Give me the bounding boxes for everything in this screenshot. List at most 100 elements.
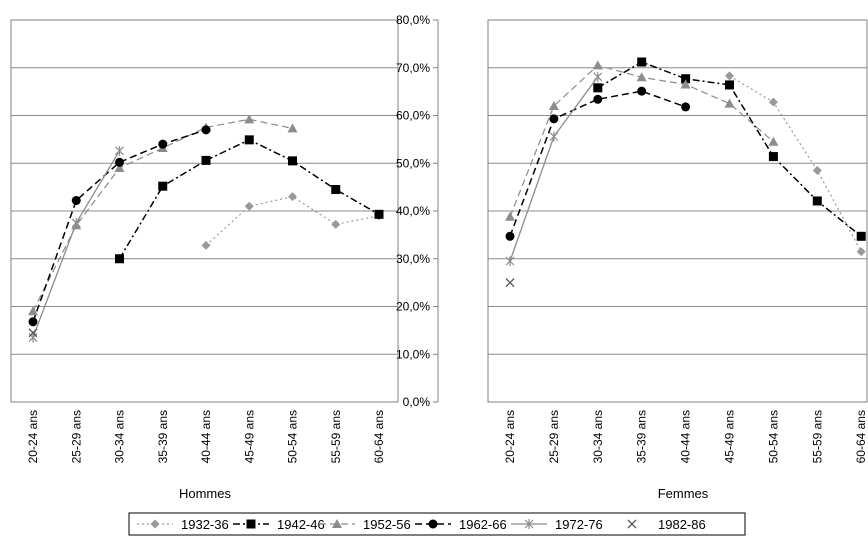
legend: 1932-36 1942-46 1952-56 1962-66 1972-76 1982-… [137, 517, 706, 532]
data-point-1942-46 [288, 156, 297, 166]
data-point-1932-36 [331, 219, 341, 229]
series-line-1942-46-panel-0 [118, 139, 380, 260]
data-point-1952-56 [592, 60, 603, 70]
data-point-1942-46 [244, 135, 254, 145]
series-line-1962-66-panel-0 [32, 129, 207, 323]
series-line-1972-76-panel-0 [32, 150, 121, 338]
legend-label-1932-36: 1932-36 [181, 517, 229, 532]
data-point-1942-46 [768, 152, 778, 162]
data-point-1962-66 [681, 102, 691, 112]
data-point-1962-66 [637, 86, 647, 96]
legend-marker-1952-56 [332, 519, 342, 528]
x-tick-label: 60-64 ans [854, 410, 868, 463]
x-tick-label: 25-29 ans [547, 410, 561, 463]
legend-marker-1982-86 [627, 519, 637, 529]
data-point-1942-46 [593, 83, 603, 93]
series-line-1932-36-panel-0 [205, 196, 380, 246]
data-point-1972-76 [549, 131, 559, 142]
data-point-1942-46 [331, 185, 341, 195]
plot-area-femmes [487, 19, 868, 403]
plot-area-hommes [10, 19, 399, 403]
legend-marker-1932-36 [150, 519, 160, 529]
x-tick-label: 35-39 ans [635, 410, 649, 463]
data-point-1972-76 [593, 71, 603, 82]
data-point-1962-66 [115, 157, 124, 167]
data-point-1982-86 [28, 328, 38, 338]
legend-label-1952-56: 1952-56 [363, 517, 411, 532]
data-point-1932-36 [288, 192, 297, 202]
series-line-1962-66-panel-1 [509, 90, 686, 237]
data-point-1952-56 [287, 123, 298, 133]
data-point-1972-76 [28, 332, 38, 343]
data-point-1972-76 [505, 256, 515, 267]
legend-marker-1972-76 [524, 519, 534, 529]
series-line-1932-36-panel-1 [729, 75, 862, 252]
x-tick-label: 50-54 ans [286, 410, 300, 463]
x-tick-label: 45-49 ans [723, 410, 737, 463]
x-tick-label: 20-24 ans [26, 410, 40, 463]
data-point-1942-46 [725, 80, 734, 90]
data-point-1932-36 [725, 71, 734, 81]
y-tick-label: 10,0% [396, 347, 430, 361]
data-point-1962-66 [158, 139, 168, 149]
x-axis-tick-labels: 20-24 ans 25-29 ans 30-34 ans 35-39 ans 40-4… [26, 410, 868, 463]
x-tick-label: 40-44 ans [199, 410, 213, 463]
data-point-1952-56 [28, 306, 38, 316]
x-tick-label: 40-44 ans [679, 410, 693, 463]
y-tick-label: 0,0% [403, 395, 431, 409]
data-point-1932-36 [812, 165, 822, 175]
x-tick-label: 55-59 ans [810, 410, 824, 463]
data-point-1982-86 [505, 278, 515, 288]
legend-marker-1942-46 [246, 519, 256, 529]
data-point-1952-56 [244, 114, 255, 124]
data-point-1952-56 [505, 211, 515, 221]
y-tick-label: 60,0% [396, 109, 430, 123]
data-point-1942-46 [637, 57, 647, 67]
x-tick-label: 35-39 ans [156, 410, 170, 463]
x-tick-label: 25-29 ans [69, 410, 83, 463]
x-tick-label: 30-34 ans [113, 410, 127, 463]
y-tick-label: 50,0% [396, 156, 430, 170]
y-tick-label: 30,0% [396, 252, 430, 266]
data-point-1952-56 [114, 163, 125, 173]
x-tick-label: 20-24 ans [503, 410, 517, 463]
data-point-1952-56 [548, 100, 559, 110]
data-point-1972-76 [115, 145, 124, 156]
data-point-1962-66 [201, 125, 211, 135]
legend-label-1962-66: 1962-66 [459, 517, 507, 532]
grid-lines-femmes [488, 19, 867, 355]
data-point-1942-46 [374, 209, 384, 219]
y-axis-tick-labels: 0,0% 10,0% 20,0% 30,0% 40,0% 50,0% 60,0% 70,0% 8… [396, 13, 438, 409]
data-point-1942-46 [681, 74, 691, 84]
data-point-1962-66 [71, 195, 81, 205]
data-point-1952-56 [768, 136, 779, 146]
data-point-1962-66 [505, 231, 515, 241]
x-tick-label: 30-34 ans [591, 410, 605, 463]
series-lines [28, 57, 866, 343]
data-point-1952-56 [680, 79, 691, 89]
data-point-1962-66 [549, 114, 559, 124]
data-point-1952-56 [724, 98, 735, 108]
x-axis-title-femmes: Femmes [658, 486, 709, 501]
data-point-1942-46 [201, 155, 211, 165]
legend-marker-1962-66 [428, 519, 438, 529]
data-point-1942-46 [158, 181, 168, 191]
data-point-1962-66 [593, 94, 603, 104]
data-point-1932-36 [244, 201, 254, 211]
data-point-1942-46 [115, 254, 124, 264]
data-point-1932-36 [856, 247, 866, 257]
legend-label-1942-46: 1942-46 [277, 517, 325, 532]
x-tick-label: 50-54 ans [766, 410, 780, 463]
x-axis-title-hommes: Hommes [179, 486, 232, 501]
x-tick-label: 55-59 ans [329, 410, 343, 463]
y-tick-label: 20,0% [396, 300, 430, 314]
y-tick-label: 40,0% [396, 204, 430, 218]
legend-label-1982-86: 1982-86 [658, 517, 706, 532]
y-tick-label: 70,0% [396, 61, 430, 75]
data-point-1942-46 [812, 196, 822, 206]
y-tick-label: 80,0% [396, 13, 430, 27]
data-point-1972-76 [71, 217, 81, 228]
data-point-1962-66 [28, 317, 38, 327]
